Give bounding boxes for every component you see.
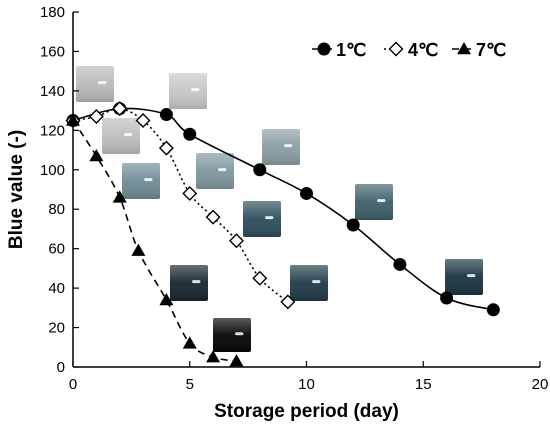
series-1-point [300,186,313,200]
4c-day3-photo [122,163,160,199]
4c-day10-photo [290,265,328,301]
day2-photo-b [102,118,140,154]
series-2-point [88,109,104,125]
4c-day3-photo-gloss [122,163,160,199]
day0-photo-highlight [98,81,107,85]
series-3-point [66,113,80,126]
series-2-point [182,185,198,201]
legend: 1℃ 4℃ 7℃ [312,40,506,60]
series-1-point [346,218,360,232]
1c-day17-photo [445,259,483,295]
1c-day17-photo-gloss [445,259,483,295]
y-axis-title: Blue value (-) [6,130,27,249]
series-2-point [135,112,151,128]
4c-day6-photo [196,153,234,189]
series-3-point [206,350,221,363]
y-tick-label: 40 [48,280,65,297]
photo-insets [76,66,483,352]
y-tick-label: 0 [57,359,65,376]
x-tick-label: 5 [186,376,194,393]
7c-day7-photo-highlight [235,332,244,336]
1c-day9-photo-gloss [262,129,300,165]
7c-day7-photo [213,318,251,352]
series-2-line [72,107,289,303]
legend-item-3: 7℃ [452,40,506,60]
4c-day10-photo-highlight [312,280,321,284]
day2-photo-a-highlight [191,88,200,92]
7c-day5-photo-gloss [170,265,208,301]
1c-day13-photo [355,184,393,220]
1c-day17-photo-highlight [467,274,476,278]
series-1-line [72,107,494,311]
x-tick-label: 0 [69,376,77,393]
series-3-point [229,354,244,367]
4c-day8-photo-highlight [265,216,274,220]
series-1-point [253,163,267,177]
y-tick-label: 160 [40,43,65,60]
legend-label: 1℃ [336,40,366,60]
series-3-point [182,336,197,349]
series-1-point [440,291,454,305]
y-tick-label: 80 [48,201,65,218]
y-tick-label: 140 [40,83,65,100]
series-1-point [393,257,407,271]
series-1-point [159,108,173,122]
series-3 [66,113,244,367]
series-2-point [252,270,268,286]
x-tick-label: 15 [415,376,432,393]
7c-day5-photo [170,265,208,301]
day0-photo [76,66,114,102]
legend-marker [457,42,471,55]
series-2-point [112,101,128,117]
y-tick-label: 60 [48,241,65,258]
1c-day13-photo-gloss [355,184,393,220]
series [65,101,500,367]
4c-day6-photo-gloss [196,153,234,189]
y-tick-label: 100 [40,162,65,179]
series-1-point [486,303,500,317]
y-tick-label: 20 [48,320,65,337]
series-2-point [158,140,174,156]
legend-label: 7℃ [476,40,506,60]
day2-photo-b-highlight [124,133,133,137]
x-axis-title: Storage period (day) [214,401,399,422]
legend-marker [388,41,404,57]
series-1-point [183,127,197,141]
legend-item-2: 4℃ [384,40,438,60]
series-2 [65,101,296,310]
4c-day3-photo-highlight [144,178,153,182]
series-3-point [159,292,174,306]
x-tick-label: 10 [298,376,315,393]
4c-day6-photo-highlight [218,168,227,172]
series-2-point [228,233,244,249]
1c-day13-photo-highlight [377,199,386,203]
series-2-point [205,209,221,225]
day0-photo-gloss [76,66,114,102]
day2-photo-a-gloss [169,73,207,109]
day2-photo-b-gloss [102,118,140,154]
1c-day9-photo-highlight [284,144,293,148]
4c-day8-photo-gloss [243,201,281,237]
legend-label: 4℃ [408,40,438,60]
legend-marker [317,42,331,56]
legend-item-1: 1℃ [312,40,366,60]
7c-day5-photo-highlight [192,280,201,284]
series-3-point [112,190,127,203]
y-tick-label: 120 [40,122,65,139]
day2-photo-a [169,73,207,109]
axes: 0 20 40 60 80 100 120 140 160 180 0 5 10 15 20 [40,4,548,393]
series-3-point [131,243,146,256]
x-tick-label: 20 [532,376,549,393]
y-tick-label: 180 [40,4,65,21]
7c-day7-photo-gloss [213,318,251,352]
4c-day10-photo-gloss [290,265,328,301]
1c-day9-photo [262,129,300,165]
series-3-point [89,148,104,162]
4c-day8-photo [243,201,281,237]
series-2-point [280,294,296,310]
